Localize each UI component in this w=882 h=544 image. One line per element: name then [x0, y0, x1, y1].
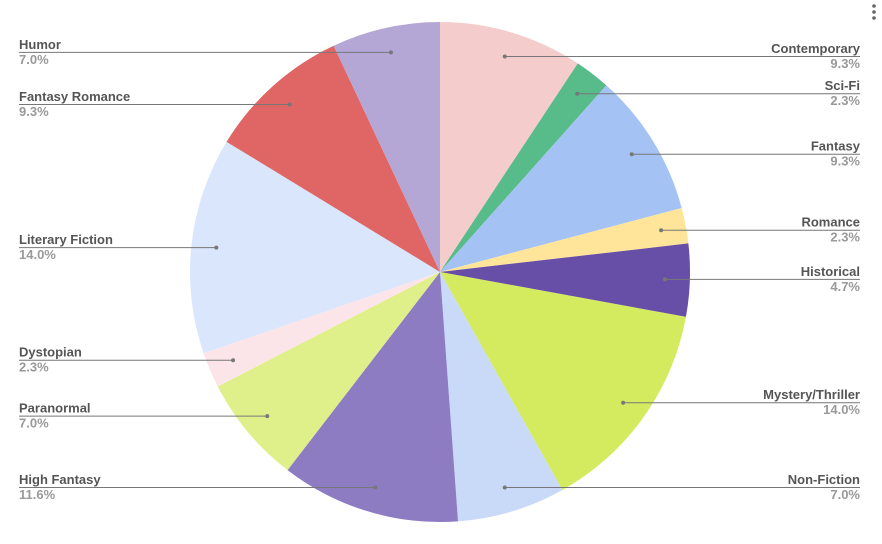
- menu-dot: [872, 4, 876, 8]
- pie-slice: [190, 141, 440, 354]
- slice-label: Literary Fiction: [19, 232, 113, 247]
- slice-value-label: 7.0%: [19, 416, 49, 431]
- slice-label: High Fantasy: [19, 472, 101, 487]
- leader-dot: [575, 91, 580, 96]
- pie-slice: [440, 272, 563, 522]
- slice-value-label: 9.3%: [830, 154, 860, 169]
- slice-label: Historical: [801, 264, 860, 279]
- slice-value-label: 2.3%: [19, 360, 49, 375]
- slice-label: Humor: [19, 37, 61, 52]
- slice-label: Romance: [801, 215, 860, 230]
- slice-value-label: 11.6%: [19, 487, 56, 502]
- slice-value-label: 2.3%: [830, 230, 860, 245]
- leader-dot: [214, 245, 219, 250]
- leader-dot: [502, 54, 507, 59]
- slice-label: Non-Fiction: [788, 472, 860, 487]
- slice-label: Contemporary: [771, 41, 861, 56]
- slice-value-label: 2.3%: [830, 93, 860, 108]
- menu-dot: [872, 10, 876, 14]
- leader-dot: [388, 50, 393, 55]
- slice-label: Fantasy: [811, 139, 861, 154]
- menu-dot: [872, 16, 876, 20]
- pie-slice: [440, 272, 686, 490]
- slice-value-label: 9.3%: [830, 56, 860, 71]
- leader-dot: [373, 485, 378, 490]
- slice-label: Mystery/Thriller: [763, 387, 860, 402]
- leader-dot: [621, 400, 626, 405]
- slice-value-label: 14.0%: [19, 247, 56, 262]
- pie-slice: [440, 207, 689, 272]
- slice-label: Paranormal: [19, 401, 91, 416]
- slice-value-label: 9.3%: [19, 104, 49, 119]
- leader-dot: [265, 414, 270, 419]
- slice-value-label: 7.0%: [19, 52, 49, 67]
- pie-slice: [203, 272, 440, 387]
- leader-dot: [231, 358, 236, 363]
- slice-value-label: 4.7%: [830, 279, 860, 294]
- slice-value-label: 7.0%: [830, 487, 860, 502]
- pie-slice: [217, 272, 440, 471]
- slice-value-label: 14.0%: [823, 402, 860, 417]
- menu-button[interactable]: [872, 4, 876, 20]
- leader-dot: [502, 485, 507, 490]
- pie-slice: [333, 22, 440, 272]
- pie-slice: [440, 85, 682, 273]
- leader-dot: [659, 228, 664, 233]
- slice-label: Dystopian: [19, 345, 82, 360]
- slice-label: Fantasy Romance: [19, 89, 130, 104]
- leader-dot: [287, 102, 292, 107]
- leader-dot: [629, 152, 634, 157]
- pie-slice: [440, 63, 607, 273]
- pie-slice: [440, 22, 578, 272]
- slice-label: Sci-Fi: [825, 78, 860, 93]
- pie-slice: [287, 272, 459, 522]
- pie-slice: [226, 45, 440, 272]
- pie-slice: [440, 243, 690, 317]
- leader-dot: [662, 277, 667, 282]
